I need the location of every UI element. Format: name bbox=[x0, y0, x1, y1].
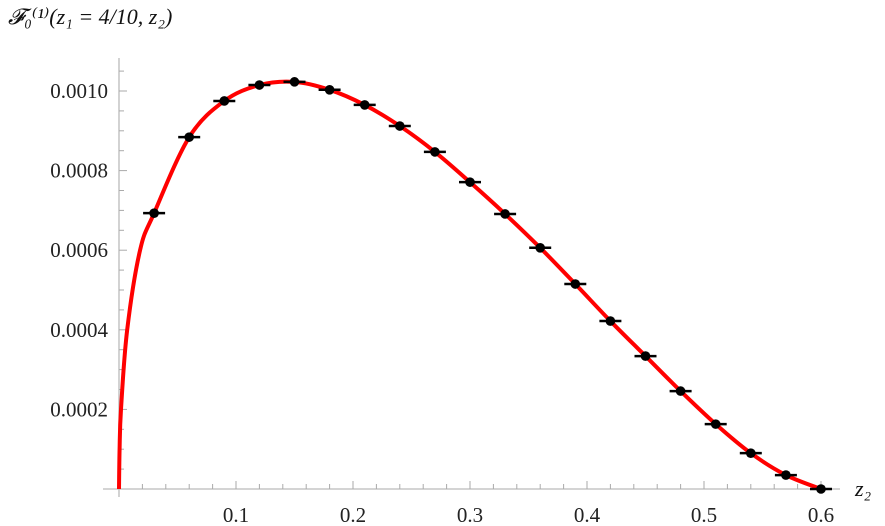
data-point bbox=[149, 208, 159, 218]
x-tick-label: 0.6 bbox=[808, 503, 834, 526]
data-point bbox=[465, 177, 475, 187]
x-tick-label: 0.4 bbox=[574, 503, 601, 526]
x-tick-label: 0.5 bbox=[691, 503, 717, 526]
x-tick-label: 0.2 bbox=[340, 503, 366, 526]
data-point bbox=[359, 100, 370, 110]
chart-title: 𝓕₀⁽¹⁾(z₁ = 4/10, z₂) bbox=[8, 4, 173, 29]
data-point bbox=[816, 484, 826, 494]
data-point bbox=[395, 121, 405, 131]
data-point bbox=[430, 147, 440, 157]
data-point bbox=[184, 132, 194, 142]
data-point bbox=[605, 316, 616, 326]
data-point bbox=[219, 96, 230, 106]
x-axis-label: z₂ bbox=[855, 476, 872, 501]
data-point bbox=[500, 209, 510, 219]
y-tick-label: 0.0010 bbox=[50, 79, 108, 103]
x-tick-label: 0.1 bbox=[223, 503, 249, 526]
y-tick-label: 0.0008 bbox=[50, 159, 108, 183]
data-point bbox=[289, 77, 300, 87]
data-point bbox=[640, 351, 651, 361]
data-point bbox=[535, 243, 545, 253]
x-tick-label: 0.3 bbox=[457, 503, 483, 526]
data-point bbox=[675, 386, 686, 396]
data-point bbox=[570, 279, 581, 289]
data-point bbox=[324, 85, 335, 95]
y-tick-label: 0.0006 bbox=[50, 238, 108, 262]
data-point bbox=[254, 80, 265, 90]
data-point bbox=[746, 448, 756, 458]
data-point bbox=[710, 419, 721, 429]
data-point bbox=[781, 470, 791, 480]
y-tick-label: 0.0002 bbox=[50, 397, 108, 421]
y-tick-label: 0.0004 bbox=[50, 318, 108, 342]
